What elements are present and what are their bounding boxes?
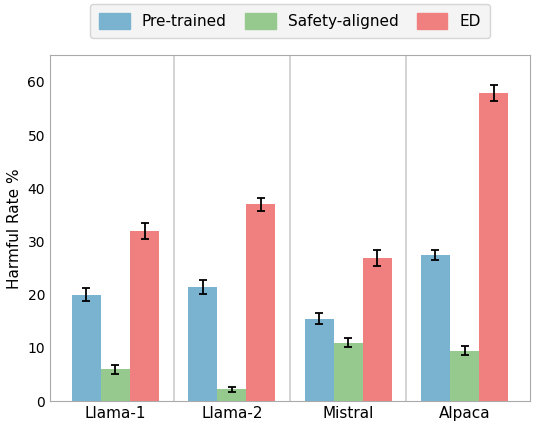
Bar (421, 255, 450, 401)
Bar (217, 389, 246, 401)
Bar (479, 92, 508, 401)
Legend: Pre-trained, Safety-aligned, ED: Pre-trained, Safety-aligned, ED (90, 4, 490, 39)
Bar (101, 369, 130, 401)
Bar (304, 319, 333, 401)
Bar (72, 295, 101, 401)
Bar (130, 231, 159, 401)
Y-axis label: Harmful Rate %: Harmful Rate % (7, 168, 22, 288)
Bar (450, 351, 479, 401)
Bar (188, 287, 217, 401)
Bar (333, 343, 363, 401)
Bar (363, 258, 392, 401)
Bar (246, 204, 275, 401)
